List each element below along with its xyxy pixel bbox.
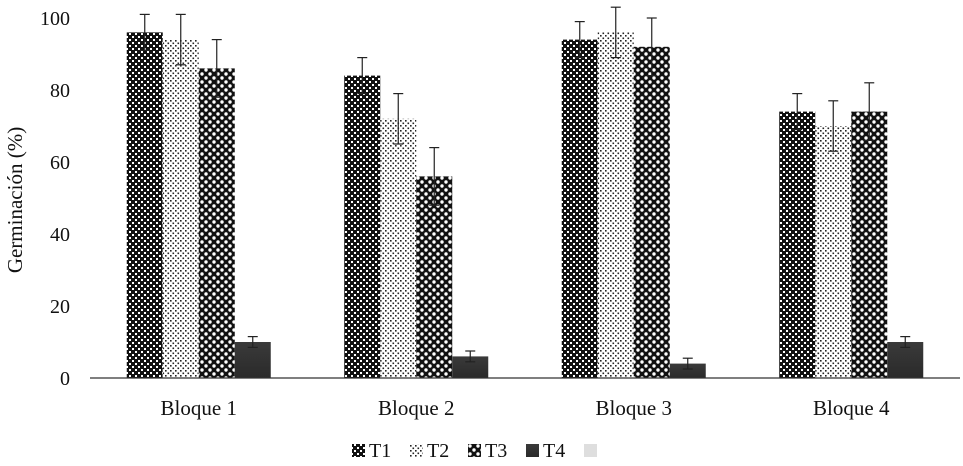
y-tick-label: 0: [60, 368, 70, 390]
error-bar: [900, 336, 911, 348]
bars: [126, 32, 924, 379]
category-label: Bloque 3: [596, 396, 672, 420]
error-bar: [574, 21, 585, 59]
error-bar: [465, 350, 476, 363]
y-tick-label: 40: [50, 224, 70, 246]
bar-t4: [669, 363, 706, 378]
bar-t1: [344, 75, 381, 378]
bar-t1: [561, 39, 598, 378]
error-bar: [429, 147, 440, 206]
bar-t3: [198, 68, 235, 379]
error-bar: [646, 17, 657, 77]
y-ticks: 0 20 40 60 80 100: [40, 8, 70, 390]
legend-label: T1: [369, 440, 391, 462]
bar-t2: [380, 118, 417, 379]
legend-label: T2: [427, 440, 449, 462]
y-tick-label: 60: [50, 152, 70, 174]
bar-t2: [597, 32, 634, 379]
legend-swatch: [526, 444, 539, 457]
error-bar: [682, 357, 693, 370]
legend-swatch: [410, 444, 423, 457]
legend-item-t2: T2: [410, 440, 449, 462]
y-tick-label: 80: [50, 80, 70, 102]
legend-swatch: [352, 444, 365, 457]
bar-t2: [815, 126, 852, 378]
category-label: Bloque 1: [161, 396, 237, 420]
error-bar: [247, 336, 258, 348]
category-labels: Bloque 1 Bloque 2 Bloque 3 Bloque 4: [161, 396, 890, 420]
error-bar: [139, 13, 150, 52]
legend-swatch: [468, 444, 481, 457]
error-bar: [211, 38, 222, 98]
y-tick-label: 20: [50, 296, 70, 318]
error-bar: [864, 82, 875, 141]
bar-t3: [633, 46, 670, 379]
category-label: Bloque 2: [378, 396, 454, 420]
error-bar: [828, 100, 839, 152]
category-label: Bloque 4: [813, 396, 890, 420]
legend: T1 T2 T3 T4: [352, 440, 597, 462]
error-bar: [393, 92, 404, 145]
legend-item-t3: T3: [468, 440, 507, 462]
bar-t1: [126, 32, 163, 379]
y-tick-label: 100: [40, 8, 70, 30]
error-bar: [357, 56, 368, 95]
legend-swatch-extra: [584, 444, 597, 457]
error-bar: [792, 92, 803, 131]
bar-t4: [452, 356, 489, 378]
bar-t1: [779, 111, 816, 378]
legend-item-t4: T4: [526, 440, 565, 462]
bar-t2: [162, 39, 199, 378]
y-axis-label: Germinación (%): [3, 127, 27, 273]
error-bars: [139, 6, 911, 370]
bar-t3: [851, 111, 888, 378]
bar-t3: [416, 176, 453, 378]
y-axis-label-group: Germinación (%): [3, 127, 27, 273]
error-bar: [610, 6, 621, 59]
legend-item-t1: T1: [352, 440, 391, 462]
legend-label: T4: [543, 440, 565, 462]
legend-label: T3: [485, 440, 507, 462]
error-bar: [175, 13, 186, 66]
